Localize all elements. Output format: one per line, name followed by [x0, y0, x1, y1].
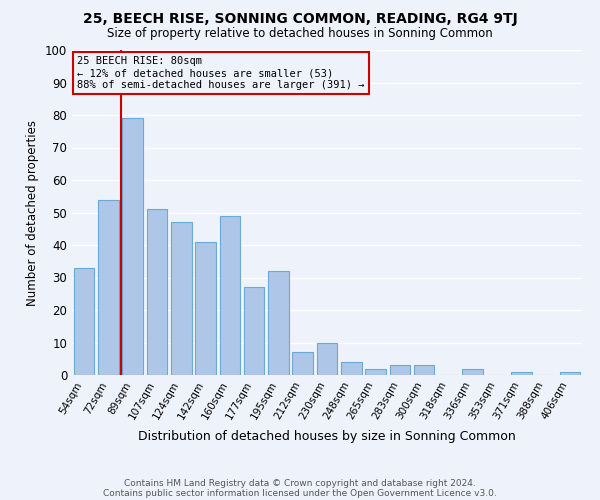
Bar	[511, 372, 532, 375]
Y-axis label: Number of detached properties: Number of detached properties	[26, 120, 40, 306]
Bar	[171, 222, 191, 375]
X-axis label: Distribution of detached houses by size in Sonning Common: Distribution of detached houses by size …	[138, 430, 516, 442]
Bar	[74, 268, 94, 375]
Bar	[98, 200, 119, 375]
Bar	[195, 242, 216, 375]
Bar	[365, 368, 386, 375]
Text: Contains HM Land Registry data © Crown copyright and database right 2024.: Contains HM Land Registry data © Crown c…	[124, 478, 476, 488]
Bar	[244, 287, 265, 375]
Text: 25 BEECH RISE: 80sqm
← 12% of detached houses are smaller (53)
88% of semi-detac: 25 BEECH RISE: 80sqm ← 12% of detached h…	[77, 56, 365, 90]
Bar	[463, 368, 483, 375]
Text: Size of property relative to detached houses in Sonning Common: Size of property relative to detached ho…	[107, 28, 493, 40]
Bar	[389, 365, 410, 375]
Text: Contains public sector information licensed under the Open Government Licence v3: Contains public sector information licen…	[103, 488, 497, 498]
Text: 25, BEECH RISE, SONNING COMMON, READING, RG4 9TJ: 25, BEECH RISE, SONNING COMMON, READING,…	[83, 12, 517, 26]
Bar	[268, 271, 289, 375]
Bar	[220, 216, 240, 375]
Bar	[317, 342, 337, 375]
Bar	[414, 365, 434, 375]
Bar	[146, 209, 167, 375]
Bar	[560, 372, 580, 375]
Bar	[292, 352, 313, 375]
Bar	[341, 362, 362, 375]
Bar	[122, 118, 143, 375]
